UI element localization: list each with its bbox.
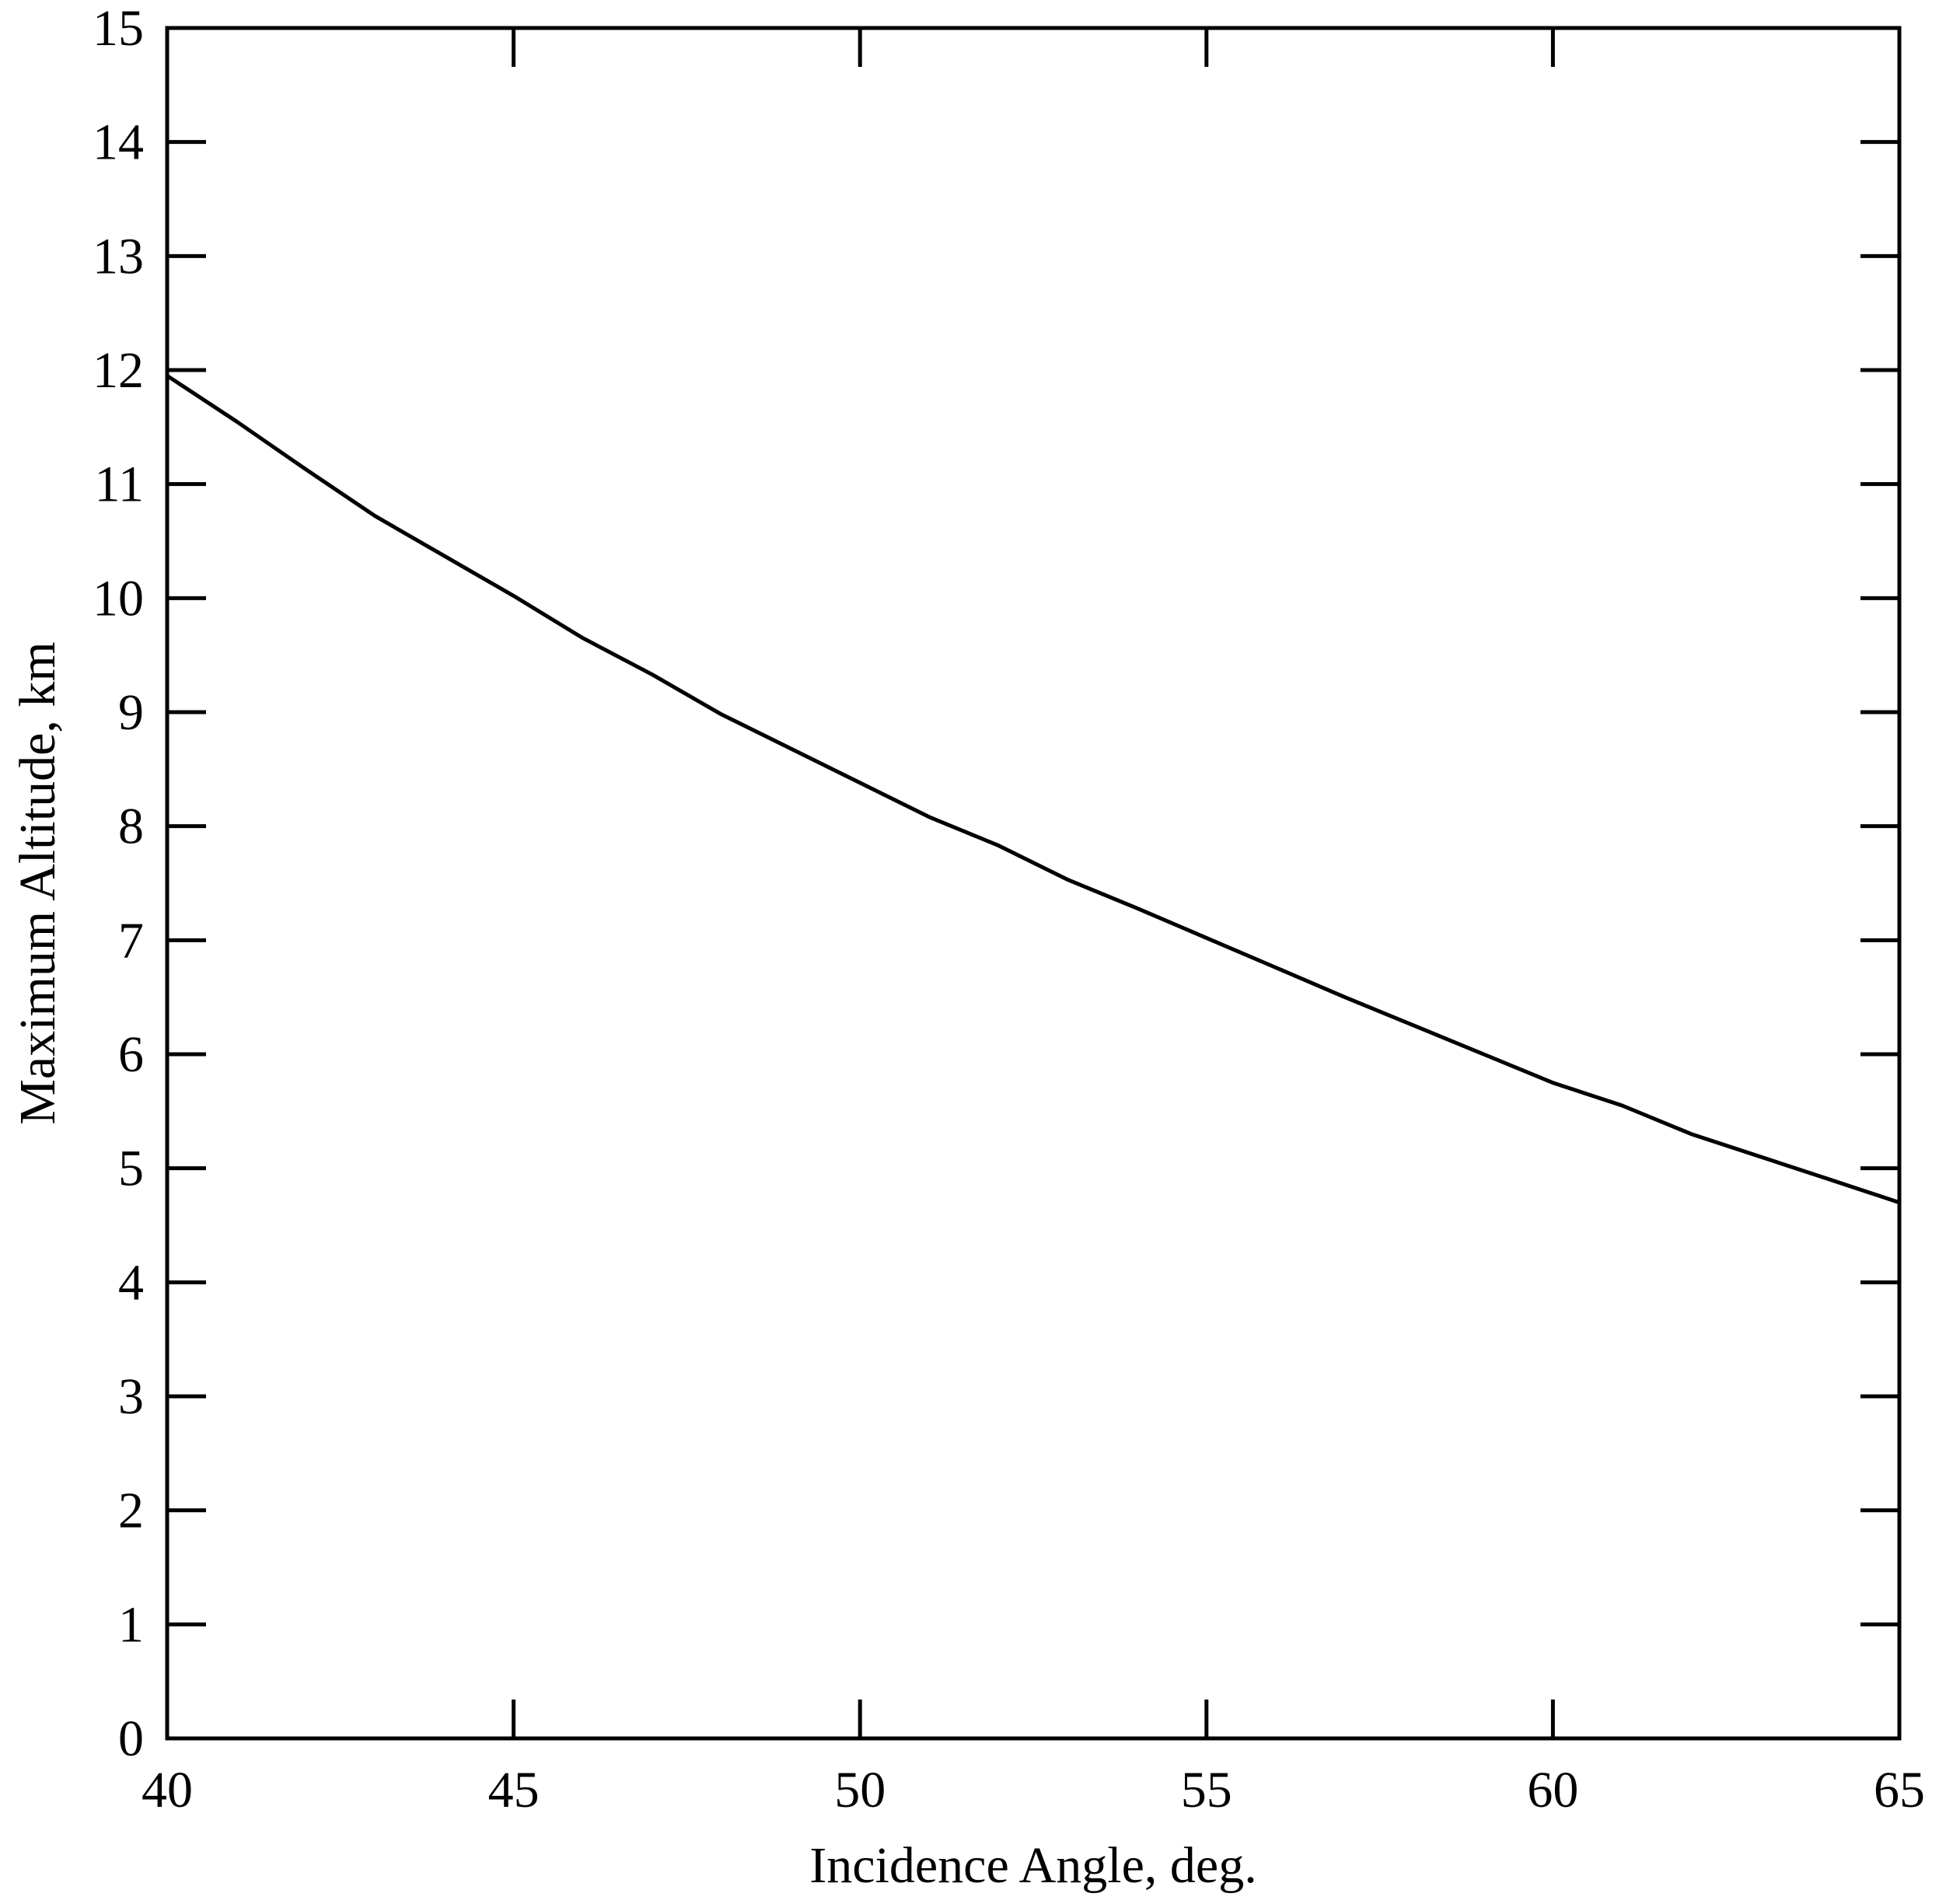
y-axis-label: Maximum Altitude, km	[9, 641, 66, 1125]
y-tick-label: 13	[93, 228, 144, 285]
x-tick-label: 55	[1181, 1762, 1232, 1818]
y-tick-label: 9	[118, 684, 144, 741]
y-tick-label: 7	[118, 912, 144, 969]
x-tick-label: 40	[141, 1762, 193, 1818]
y-tick-label: 14	[93, 114, 144, 171]
axis-ticks	[167, 28, 1899, 1738]
plot-frame	[165, 26, 1902, 1741]
y-tick-label: 6	[118, 1026, 144, 1083]
y-tick-label: 0	[118, 1710, 144, 1767]
x-tick-label: 45	[488, 1762, 540, 1818]
y-tick-label: 11	[94, 456, 144, 513]
x-axis-label: Incidence Angle, deg.	[809, 1837, 1256, 1894]
y-tick-label: 1	[118, 1596, 144, 1653]
y-tick-label: 8	[118, 798, 144, 855]
x-tick-label: 65	[1874, 1762, 1925, 1818]
y-tick-label: 2	[118, 1483, 144, 1539]
series-line	[166, 374, 1900, 1205]
y-tick-label: 12	[93, 342, 144, 399]
y-tick-label: 15	[93, 0, 144, 57]
y-tick-label: 10	[93, 570, 144, 627]
y-tick-label: 4	[118, 1254, 144, 1311]
x-tick-label: 50	[834, 1762, 886, 1818]
x-tick-label: 60	[1527, 1762, 1578, 1818]
y-tick-label: 5	[118, 1141, 144, 1197]
y-tick-label: 3	[118, 1368, 144, 1425]
